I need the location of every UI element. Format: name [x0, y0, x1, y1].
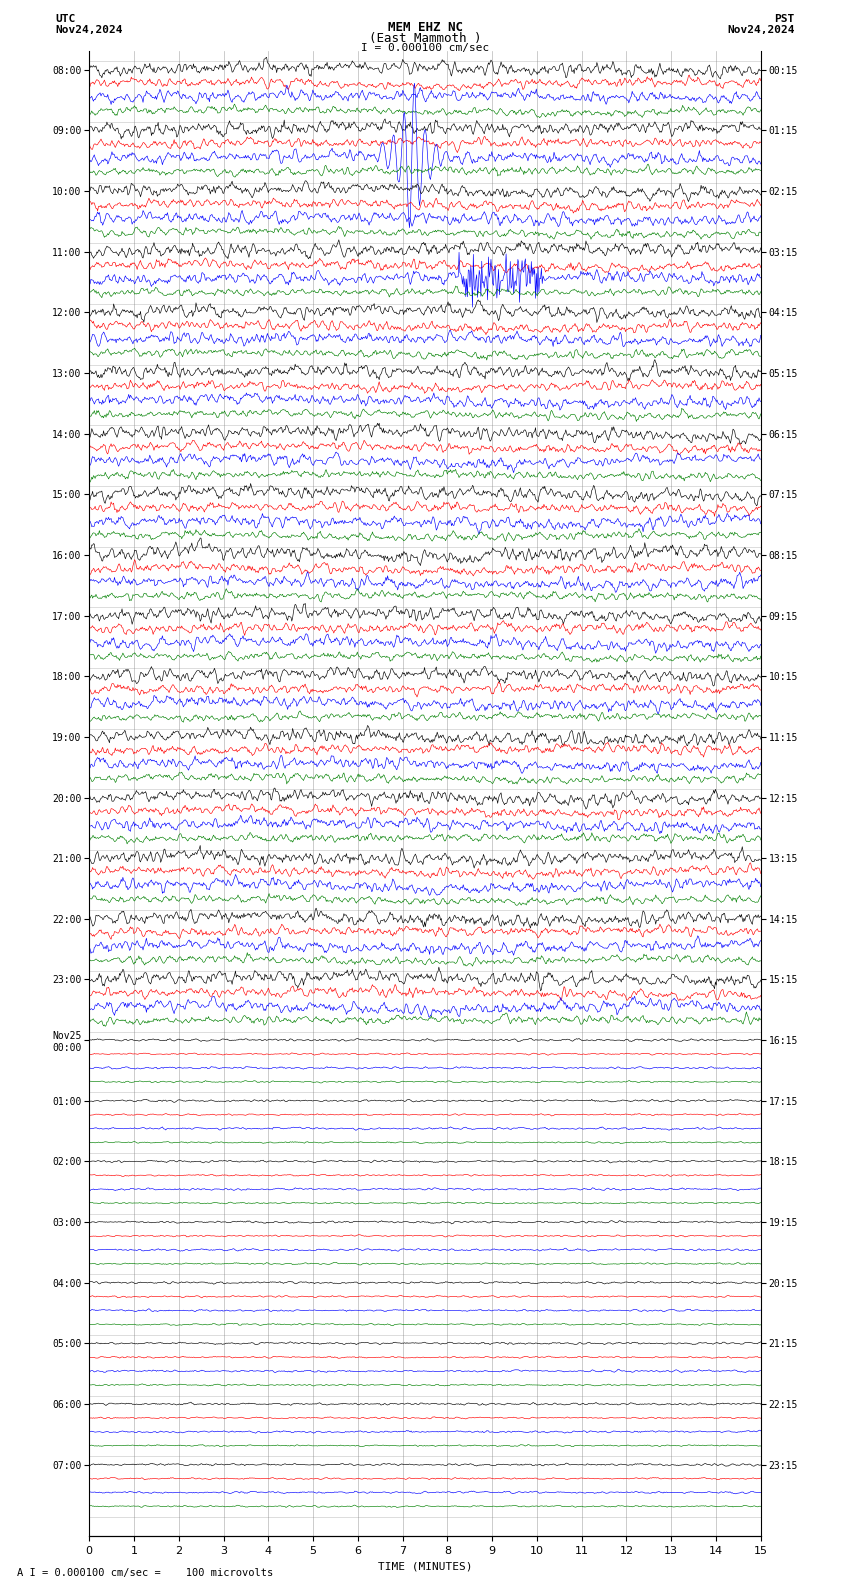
Text: Nov24,2024: Nov24,2024: [55, 25, 122, 35]
Text: A I = 0.000100 cm/sec =    100 microvolts: A I = 0.000100 cm/sec = 100 microvolts: [17, 1568, 273, 1578]
Text: Nov24,2024: Nov24,2024: [728, 25, 795, 35]
Text: (East Mammoth ): (East Mammoth ): [369, 32, 481, 44]
Text: UTC: UTC: [55, 14, 76, 24]
Text: PST: PST: [774, 14, 795, 24]
Text: I = 0.000100 cm/sec: I = 0.000100 cm/sec: [361, 43, 489, 52]
Text: MEM EHZ NC: MEM EHZ NC: [388, 21, 462, 33]
X-axis label: TIME (MINUTES): TIME (MINUTES): [377, 1562, 473, 1571]
